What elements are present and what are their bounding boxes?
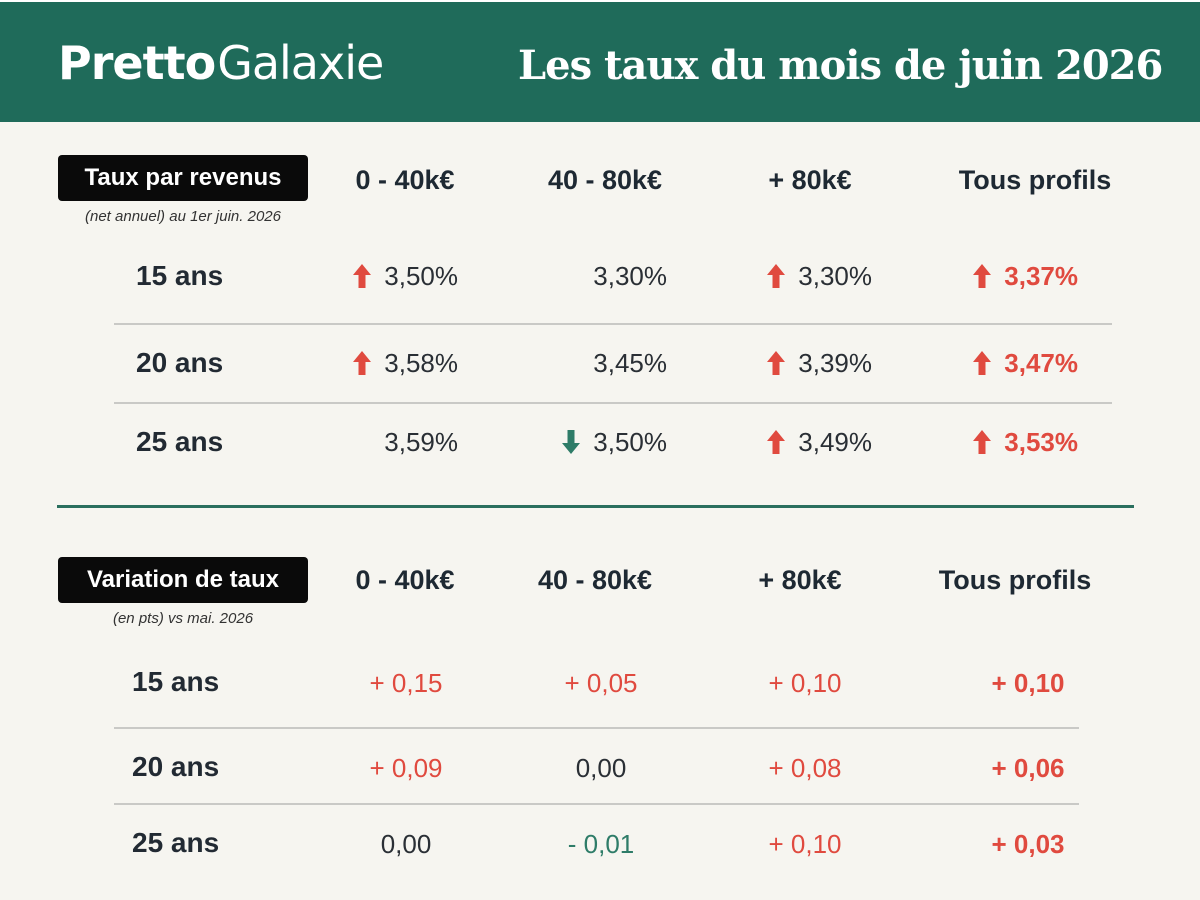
arrow-up-icon (767, 351, 786, 376)
logo-light-text: Galaxie (217, 36, 384, 90)
rates-cell: 3,37% (878, 261, 1078, 292)
logo: PrettoGalaxie (58, 36, 384, 90)
rate-value: 3,59% (384, 427, 458, 457)
rates-cell: 3,30% (672, 261, 872, 292)
rates-cell: 3,45% (467, 348, 667, 379)
rate-value: 3,50% (593, 427, 667, 457)
rates-cell: 3,58% (258, 348, 458, 379)
rates-cell: 3,50% (258, 261, 458, 292)
variation-row-label: 25 ans (132, 827, 220, 858)
rates-row-label: 15 ans (136, 260, 224, 291)
rates-subtitle: (net annuel) au 1er juin. 2026 (85, 208, 281, 225)
variation-cell: + 0,05 (564, 668, 638, 698)
rates-badge: Taux par revenus (58, 155, 308, 201)
rate-value: 3,30% (798, 261, 872, 291)
rate-value: 3,53% (1004, 427, 1078, 457)
rate-value: 3,39% (798, 348, 872, 378)
rates-col-80k: + 80k€ (768, 165, 852, 195)
variation-separator (114, 727, 1079, 729)
variation-cell: + 0,09 (369, 753, 443, 783)
rate-value: 3,37% (1004, 261, 1078, 291)
variation-col-all: Tous profils (938, 565, 1092, 595)
variation-cell: + 0,10 (991, 668, 1065, 698)
arrow-up-icon (353, 351, 372, 376)
variation-cell: + 0,06 (991, 753, 1065, 783)
rate-value: 3,45% (593, 348, 667, 378)
rates-col-40-80k: 40 - 80k€ (547, 165, 663, 195)
rates-col-all: Tous profils (958, 165, 1112, 195)
arrow-up-icon (767, 264, 786, 289)
variation-cell: - 0,01 (567, 829, 635, 859)
arrow-up-icon (353, 264, 372, 289)
page-title: Les taux du mois de juin 2026 (518, 42, 1163, 89)
rates-cell: 3,59% (258, 427, 458, 458)
arrow-up-icon (973, 351, 992, 376)
rates-cell: 3,50% (467, 427, 667, 458)
variation-col-0-40k: 0 - 40k€ (355, 565, 455, 595)
variation-col-80k: + 80k€ (758, 565, 842, 595)
rates-cell: 3,53% (878, 427, 1078, 458)
rates-cell: 3,39% (672, 348, 872, 379)
arrow-up-icon (973, 264, 992, 289)
rates-row-label: 20 ans (136, 347, 224, 378)
rates-row-label: 25 ans (136, 426, 224, 457)
rates-separator (114, 402, 1112, 404)
rate-value: 3,58% (384, 348, 458, 378)
section-divider (57, 505, 1134, 508)
variation-cell: + 0,10 (768, 829, 842, 859)
variation-separator (114, 803, 1079, 805)
arrow-up-icon (767, 430, 786, 455)
arrow-up-icon (973, 430, 992, 455)
header-banner: PrettoGalaxie Les taux du mois de juin 2… (0, 0, 1200, 122)
rates-cell: 3,30% (467, 261, 667, 292)
variation-cell: + 0,03 (991, 829, 1065, 859)
logo-bold-text: Pretto (58, 36, 216, 90)
rates-col-0-40k: 0 - 40k€ (355, 165, 455, 195)
rate-value: 3,50% (384, 261, 458, 291)
variation-subtitle: (en pts) vs mai. 2026 (112, 610, 254, 627)
rates-separator (114, 323, 1112, 325)
rates-cell: 3,49% (672, 427, 872, 458)
arrow-down-icon (562, 430, 581, 455)
rate-value: 3,47% (1004, 348, 1078, 378)
variation-badge: Variation de taux (58, 557, 308, 603)
variation-cell: + 0,08 (768, 753, 842, 783)
variation-cell: 0,00 (380, 829, 432, 859)
rates-cell: 3,47% (878, 348, 1078, 379)
variation-cell: + 0,10 (768, 668, 842, 698)
variation-col-40-80k: 40 - 80k€ (537, 565, 653, 595)
variation-cell: 0,00 (575, 753, 627, 783)
variation-row-label: 15 ans (132, 666, 220, 697)
rate-value: 3,49% (798, 427, 872, 457)
rate-value: 3,30% (593, 261, 667, 291)
variation-row-label: 20 ans (132, 751, 220, 782)
variation-cell: + 0,15 (369, 668, 443, 698)
